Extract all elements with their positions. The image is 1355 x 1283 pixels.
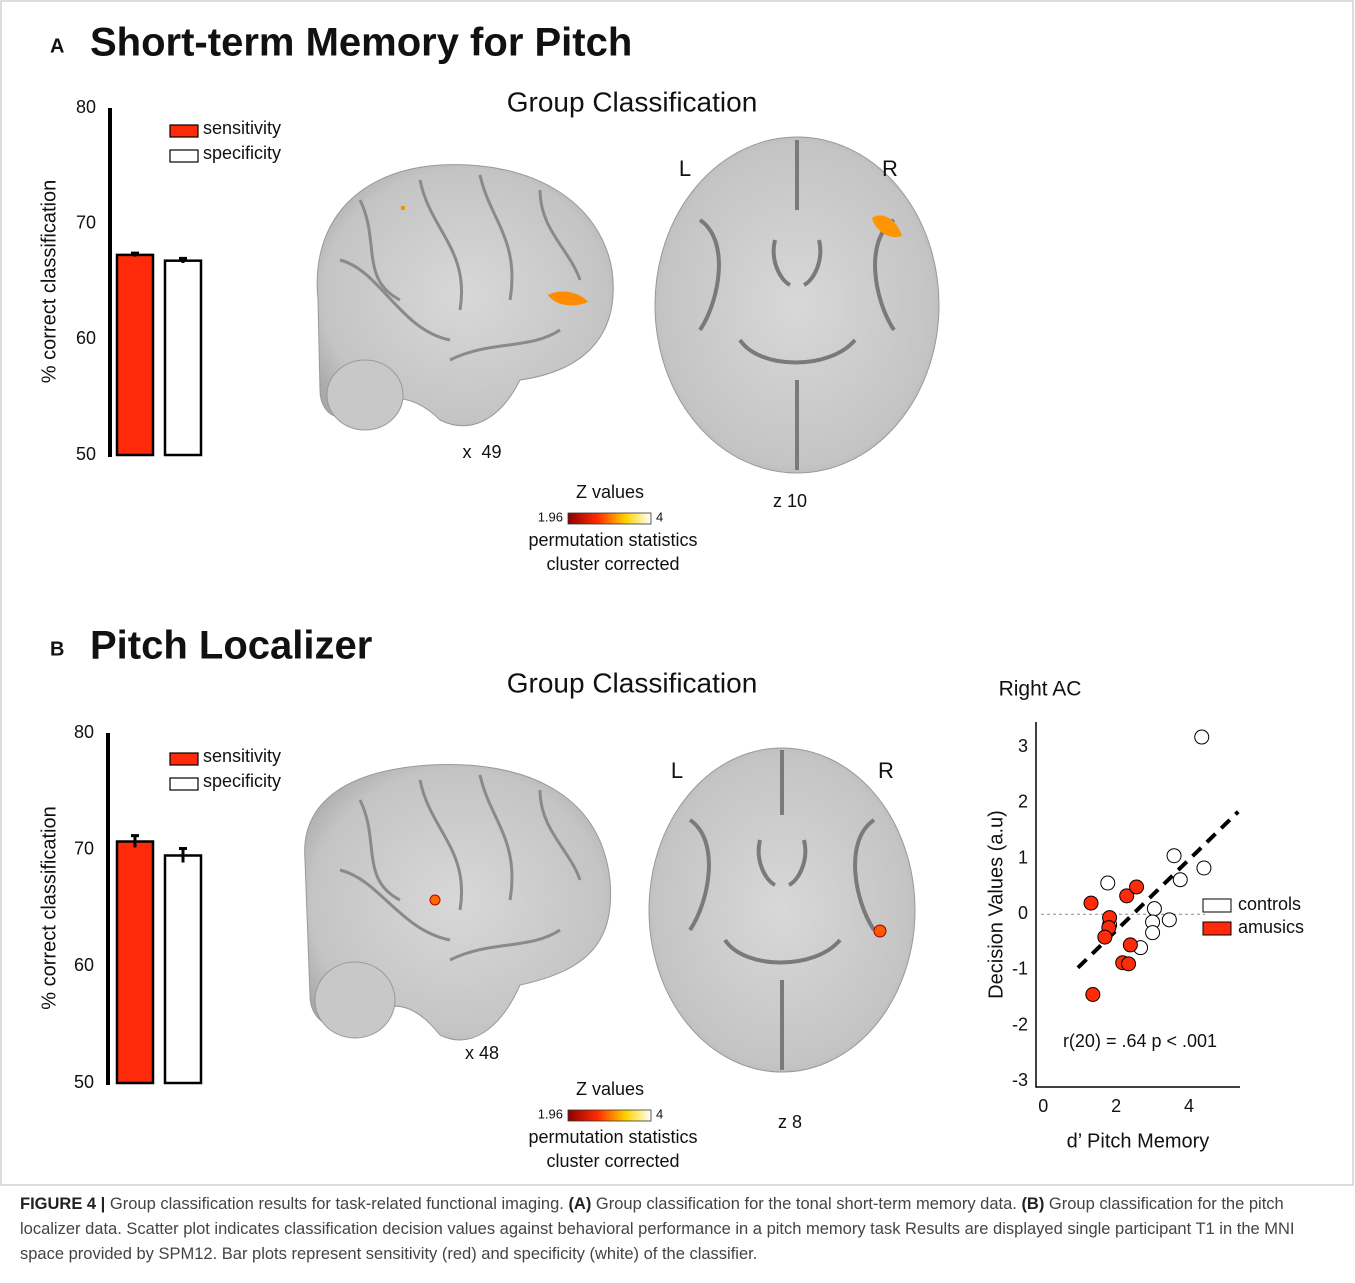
colorbar-max: 4 [656, 509, 663, 524]
legend-label: amusics [1238, 917, 1304, 937]
image-heading: Group Classification [507, 86, 758, 117]
scatter-point [1086, 987, 1100, 1001]
trend-line [1078, 812, 1238, 968]
colorbar-note: cluster corrected [546, 1151, 679, 1171]
activation-blob [874, 925, 886, 937]
figure-caption: FIGURE 4 | Group classification results … [20, 1192, 1335, 1267]
colorbar-min: 1.96 [538, 509, 563, 524]
y-tick-label: 2 [1018, 792, 1028, 812]
sagittal-brain [317, 165, 613, 430]
activation-blob [430, 895, 440, 905]
legend-label: specificity [203, 143, 281, 163]
y-tick-label: -2 [1012, 1014, 1028, 1034]
x-tick-label: 4 [1184, 1096, 1194, 1116]
scatter-point [1123, 938, 1137, 952]
colorbar-title: Z values [576, 1079, 644, 1099]
bar [165, 856, 201, 1084]
y-tick-label: 1 [1018, 847, 1028, 867]
annotation: r(20) = .64 p < .001 [1063, 1031, 1217, 1051]
hemisphere-label: L [679, 156, 691, 181]
y-tick-label: 0 [1018, 903, 1028, 923]
scatter-point [1098, 930, 1112, 944]
y-tick-label: 80 [76, 97, 96, 117]
panel-title: Short-term Memory for Pitch [90, 21, 632, 65]
panel-title: Pitch Localizer [90, 624, 372, 668]
slice-label: z 10 [773, 491, 807, 511]
page: A Short-term Memory for Pitch Group Classi… [0, 0, 1355, 1283]
chart-title: Right AC [999, 678, 1082, 701]
y-tick-label: 60 [74, 955, 94, 975]
y-axis-label: % correct classification [38, 180, 60, 383]
caption-ref: (B) [1021, 1195, 1044, 1213]
y-tick-label: 80 [74, 722, 94, 742]
activation-blob [401, 206, 405, 210]
legend-swatch [1203, 899, 1231, 912]
sagittal-brain [305, 764, 611, 1039]
legend-swatch [170, 753, 198, 765]
hemisphere-label: R [878, 758, 894, 783]
scatter-point [1122, 957, 1136, 971]
scatter-point [1173, 873, 1187, 887]
y-tick-label: -3 [1012, 1070, 1028, 1090]
axial-brain [649, 748, 915, 1072]
caption-text: Group classification results for task-re… [105, 1195, 568, 1213]
y-axis-label: Decision Values (a.u) [985, 810, 1007, 999]
legend-label: specificity [203, 771, 281, 791]
legend-label: sensitivity [203, 746, 281, 766]
hemisphere-label: L [671, 758, 683, 783]
legend-swatch [170, 778, 198, 790]
x-tick-label: 0 [1038, 1096, 1048, 1116]
image-heading: Group Classification [507, 667, 758, 698]
y-tick-label: -1 [1012, 959, 1028, 979]
figure: A Short-term Memory for Pitch Group Classi… [0, 0, 1355, 1188]
y-tick-label: 50 [76, 444, 96, 464]
scatter-point [1084, 896, 1098, 910]
slice-label: x 48 [465, 1043, 499, 1063]
colorbar [568, 1110, 651, 1121]
scatter-point [1101, 876, 1115, 890]
legend-label: sensitivity [203, 118, 281, 138]
colorbar [568, 513, 651, 524]
y-tick-label: 70 [74, 838, 94, 858]
scatter-point [1146, 926, 1160, 940]
colorbar-note: cluster corrected [546, 554, 679, 574]
axial-brain [655, 137, 939, 473]
colorbar-title: Z values [576, 482, 644, 502]
legend-swatch [170, 150, 198, 162]
y-tick-label: 3 [1018, 736, 1028, 756]
caption-ref: (A) [568, 1195, 591, 1213]
x-tick-label: 2 [1111, 1096, 1121, 1116]
scatter-point [1147, 902, 1161, 916]
caption-label: FIGURE 4 | [20, 1195, 105, 1213]
hemisphere-label: R [882, 156, 898, 181]
y-tick-label: 50 [74, 1072, 94, 1092]
colorbar-min: 1.96 [538, 1106, 563, 1121]
y-axis-label: % correct classification [38, 806, 60, 1009]
scatter-point [1162, 913, 1176, 927]
bar [117, 842, 153, 1084]
bar [165, 261, 201, 455]
bar [117, 255, 153, 455]
colorbar-max: 4 [656, 1106, 663, 1121]
panel-label: A [50, 35, 64, 57]
legend-swatch [170, 125, 198, 137]
colorbar-note: permutation statistics [528, 1127, 697, 1147]
y-tick-label: 70 [76, 212, 96, 232]
legend-label: controls [1238, 894, 1301, 914]
legend-swatch [1203, 922, 1231, 935]
slice-label: z 8 [778, 1112, 802, 1132]
scatter-point [1167, 849, 1181, 863]
scatter-point [1195, 730, 1209, 744]
y-tick-label: 60 [76, 328, 96, 348]
caption-text: Group classification for the tonal short… [591, 1195, 1021, 1213]
x-axis-label: d’ Pitch Memory [1067, 1130, 1210, 1152]
scatter-point [1130, 880, 1144, 894]
slice-label: x 49 [462, 442, 501, 462]
panel-label: B [50, 638, 64, 660]
colorbar-note: permutation statistics [528, 530, 697, 550]
scatter-point [1197, 861, 1211, 875]
